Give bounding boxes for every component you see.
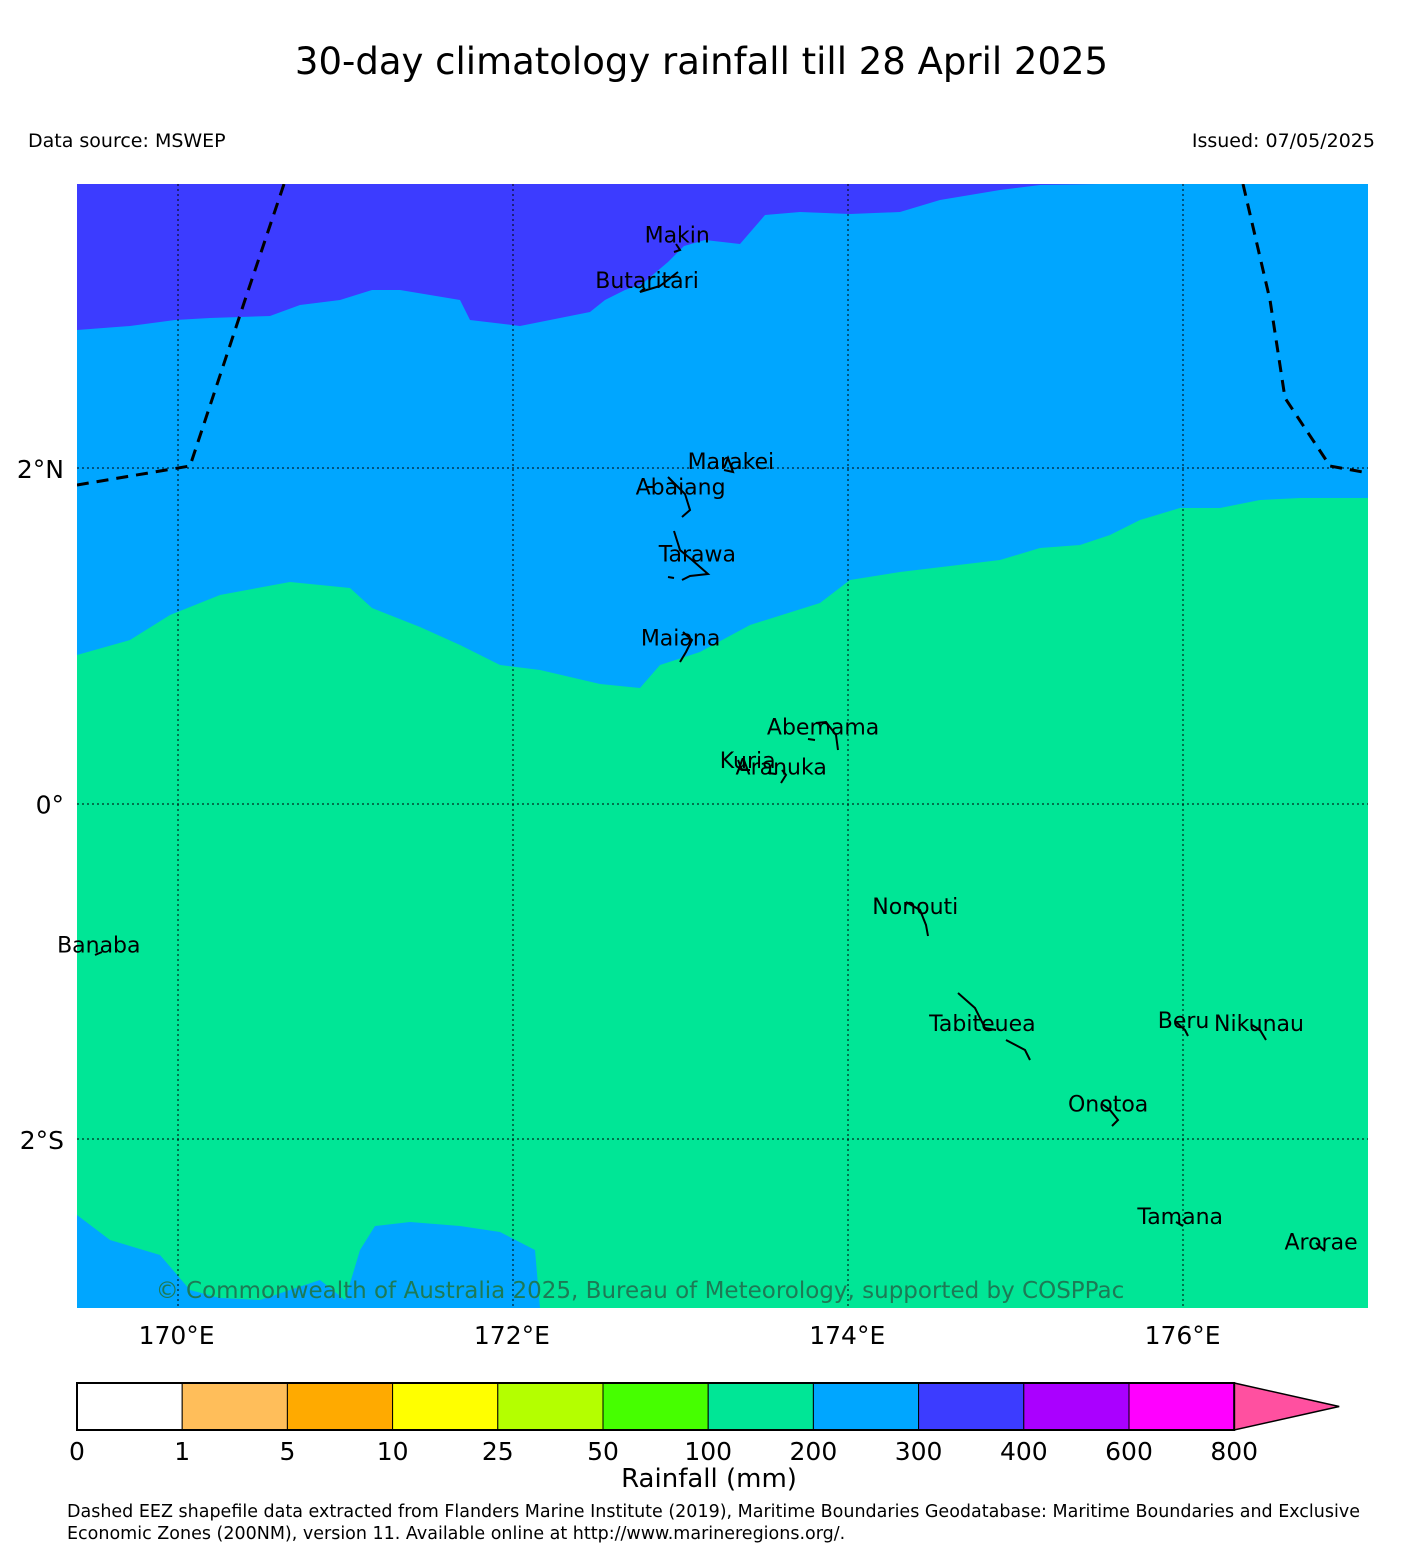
colorbar-swatch xyxy=(497,1382,604,1431)
colorbar-ticks: 0 1 5 10 25 50 100 200 300 400 600 800 xyxy=(69,1437,1258,1466)
map-area: © Commonwealth of Australia 2025, Bureau… xyxy=(77,184,1368,1308)
colorbar-swatch xyxy=(812,1382,920,1431)
lat-label: 0° xyxy=(36,791,64,820)
colorbar-swatches xyxy=(76,1382,1340,1431)
island-label-abaiang: Abaiang xyxy=(636,475,726,500)
colorbar-swatch xyxy=(286,1382,394,1431)
island-label-kuria: Kuria xyxy=(720,749,776,774)
colorbar-tick-label: 600 xyxy=(1105,1437,1153,1466)
colorbar-tick-label: 1 xyxy=(174,1437,190,1466)
data-source-label: Data source: MSWEP xyxy=(28,130,226,152)
colorbar-tick-label: 400 xyxy=(1000,1437,1048,1466)
island-label-abemama: Abemama xyxy=(767,715,879,740)
colorbar-swatch xyxy=(1023,1382,1130,1431)
map-title: 30-day climatology rainfall till 28 Apri… xyxy=(294,40,1109,83)
island-label-nonouti: Nonouti xyxy=(872,895,958,920)
island-label-butaritari: Butaritari xyxy=(595,269,699,294)
eez-boundary xyxy=(77,184,1368,487)
island-label-makin: Makin xyxy=(645,224,710,249)
colorbar-tick-label: 0 xyxy=(69,1437,85,1466)
lon-label: 172°E xyxy=(474,1321,550,1350)
lat-label: 2°N xyxy=(17,455,64,484)
lon-label: 176°E xyxy=(1145,1321,1221,1350)
island-label-tabiteuea: Tabiteuea xyxy=(928,1012,1035,1037)
copyright-notice: © Commonwealth of Australia 2025, Bureau… xyxy=(156,1278,1125,1304)
island-outlines xyxy=(94,243,1326,1252)
issued-date-label: Issued: 07/05/2025 xyxy=(1191,130,1375,152)
colorbar-tick-label: 25 xyxy=(482,1437,514,1466)
island-label-marakei: Marakei xyxy=(688,450,775,475)
colorbar-swatch xyxy=(76,1382,183,1431)
longitude-labels: 170°E 172°E 174°E 176°E xyxy=(139,1321,1221,1350)
colorbar-swatch xyxy=(181,1382,288,1431)
island-label-onotoa: Onotoa xyxy=(1068,1093,1148,1118)
colorbar-tick-label: 200 xyxy=(790,1437,838,1466)
colorbar-outline xyxy=(76,1382,1236,1431)
colorbar-extension-arrow xyxy=(1233,1382,1340,1431)
lon-label: 174°E xyxy=(809,1321,885,1350)
lat-label: 2°S xyxy=(20,1126,64,1155)
colorbar-tick-label: 800 xyxy=(1210,1437,1258,1466)
colorbar-swatch xyxy=(918,1382,1025,1431)
island-label-tarawa: Tarawa xyxy=(658,542,736,567)
zone-south xyxy=(77,498,1368,1308)
island-label-tamana: Tamana xyxy=(1136,1205,1223,1230)
eez-credit-text: Dashed EEZ shapefile data extracted from… xyxy=(67,1502,1360,1544)
island-label-beru: Beru xyxy=(1158,1009,1210,1034)
latitude-labels: 2°N 0° 2°S xyxy=(17,455,64,1155)
colorbar-tick-label: 50 xyxy=(587,1437,619,1466)
colorbar-swatch xyxy=(602,1382,709,1431)
island-label-maiana: Maiana xyxy=(641,626,720,651)
island-label-arorae: Arorae xyxy=(1284,1230,1357,1255)
colorbar-label: Rainfall (mm) xyxy=(621,1464,797,1494)
lon-label: 170°E xyxy=(139,1321,215,1350)
island-label-aranuka: Aranuka xyxy=(736,756,827,781)
colorbar-tick-label: 300 xyxy=(895,1437,943,1466)
colorbar-tick-label: 5 xyxy=(279,1437,295,1466)
colorbar-swatch xyxy=(392,1382,499,1431)
colorbar-tick-label: 100 xyxy=(684,1437,732,1466)
island-label-nikunau: Nikunau xyxy=(1214,1012,1304,1037)
island-label-banaba: Banaba xyxy=(57,933,140,958)
colorbar-tick-label: 10 xyxy=(377,1437,409,1466)
graticule xyxy=(77,184,1368,1308)
colorbar-swatch xyxy=(1128,1382,1235,1431)
colorbar-swatch xyxy=(707,1382,814,1431)
